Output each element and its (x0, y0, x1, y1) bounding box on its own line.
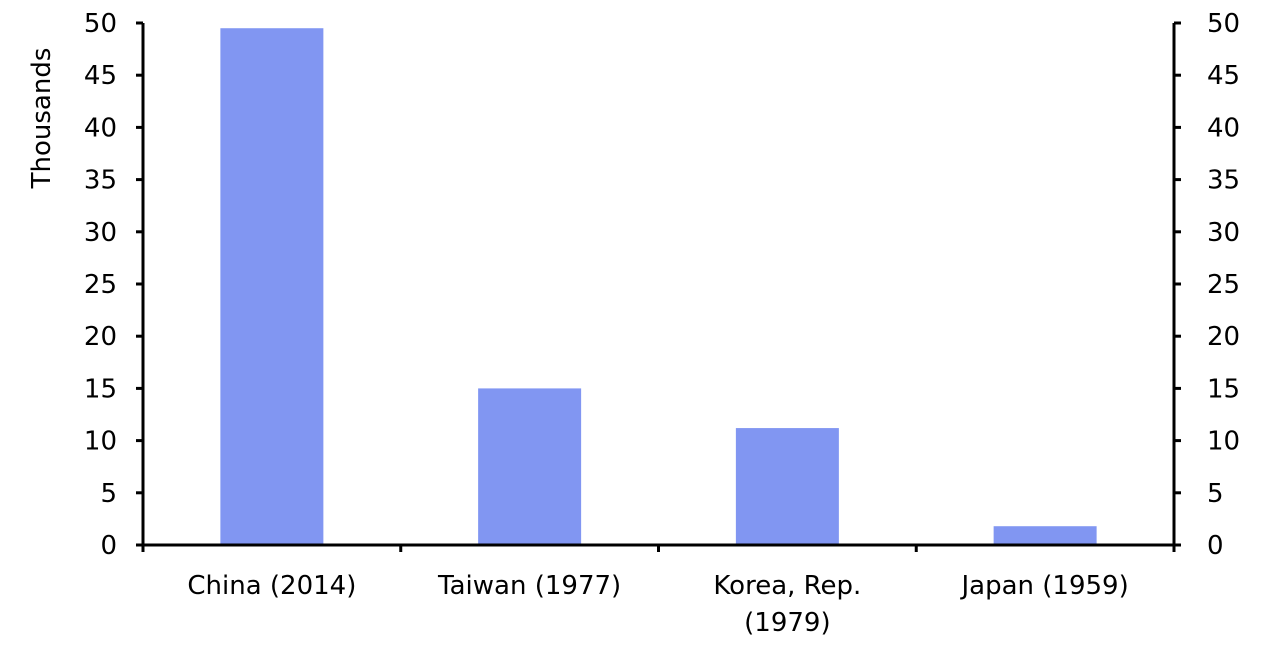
bar (993, 526, 1097, 545)
bar (220, 28, 324, 546)
y-tick-label-right: 30 (1207, 218, 1240, 248)
y-tick-label-left: 40 (84, 113, 117, 143)
y-tick-label-right: 5 (1207, 479, 1224, 509)
y-tick-label-left: 20 (84, 322, 117, 352)
y-tick-label-right: 45 (1207, 61, 1240, 91)
axes-group: 0 0 5 5 10 10 15 15 20 20 25 25 30 30 35 35 40 40 45 45 50 50… (84, 9, 1240, 638)
y-tick-label-left: 35 (84, 166, 117, 196)
y-tick-label-right: 0 (1207, 531, 1224, 561)
y-tick-label-right: 25 (1207, 270, 1240, 300)
x-tick-label: Taiwan (1977) (437, 571, 621, 601)
y-tick-label-right: 10 (1207, 427, 1240, 457)
y-tick-label-left: 10 (84, 427, 117, 457)
y-tick-label-right: 40 (1207, 113, 1240, 143)
y-tick-label-left: 45 (84, 61, 117, 91)
y-tick-label-left: 50 (84, 9, 117, 39)
y-tick-label-left: 25 (84, 270, 117, 300)
bar (478, 388, 582, 545)
bar (735, 428, 839, 545)
x-tick-label-line: Korea, Rep. (713, 571, 861, 601)
y-tick-label-left: 5 (100, 479, 117, 509)
x-tick-label-line: (1979) (744, 608, 830, 638)
x-tick-label-line: Taiwan (1977) (437, 571, 621, 601)
bars-group (220, 28, 1097, 546)
y-tick-label-left: 0 (100, 531, 117, 561)
y-axis-title: Thousands (27, 48, 57, 190)
y-tick-label-left: 15 (84, 374, 117, 404)
x-tick-label: Japan (1959) (960, 571, 1129, 601)
y-tick-label-right: 50 (1207, 9, 1240, 39)
y-tick-label-right: 20 (1207, 322, 1240, 352)
y-tick-label-left: 30 (84, 218, 117, 248)
y-tick-label-right: 35 (1207, 166, 1240, 196)
y-tick-label-right: 15 (1207, 374, 1240, 404)
x-tick-label: Korea, Rep. (1979) (713, 571, 861, 638)
x-tick-label: China (2014) (187, 571, 356, 601)
x-tick-label-line: China (2014) (187, 571, 356, 601)
x-tick-label-line: Japan (1959) (960, 571, 1129, 601)
